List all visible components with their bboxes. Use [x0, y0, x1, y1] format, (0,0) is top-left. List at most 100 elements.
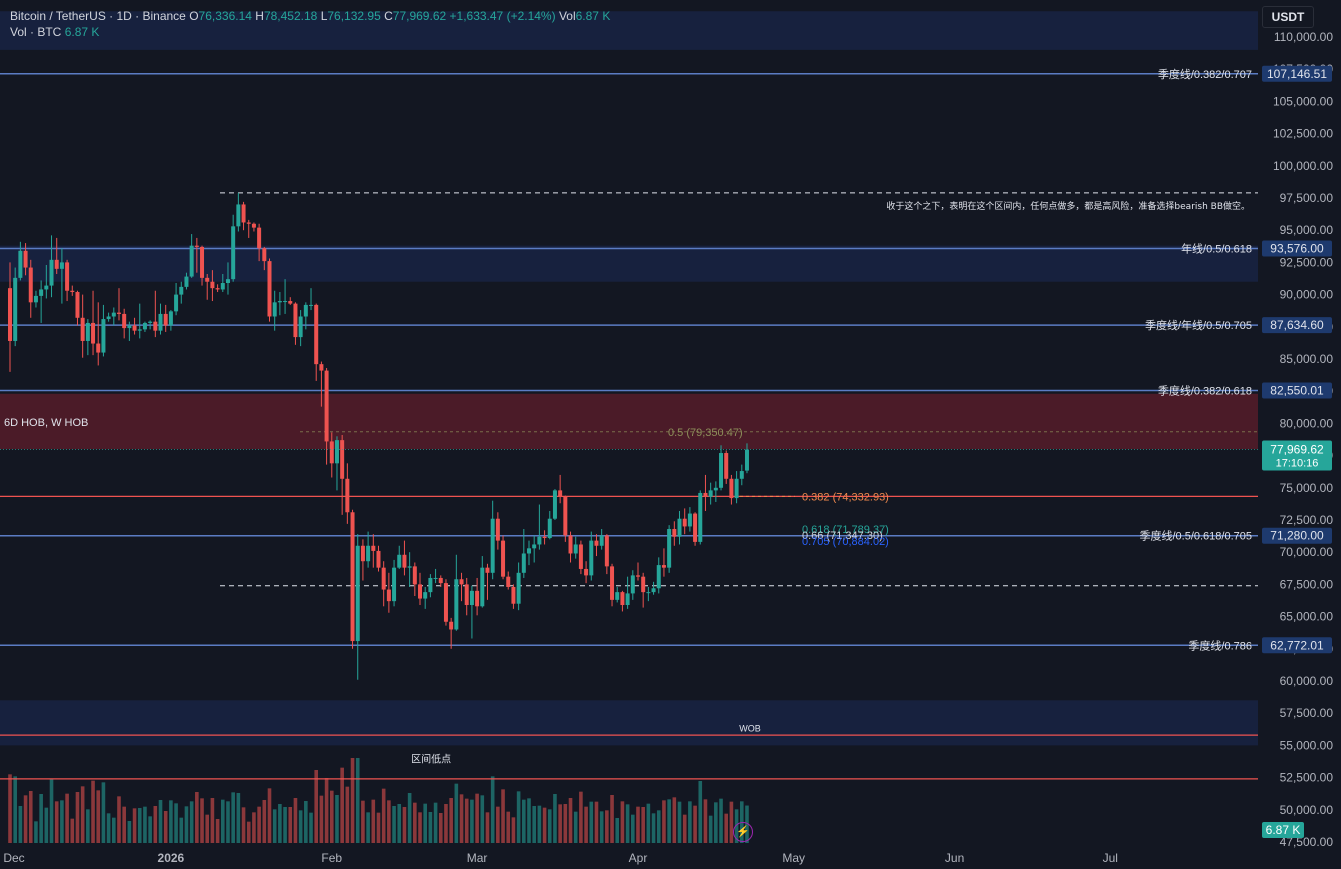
vol-value: 6.87 K: [575, 9, 611, 23]
candle-body: [594, 540, 599, 546]
volume-bar: [615, 818, 620, 843]
candle-body: [739, 471, 744, 479]
volume-bar: [693, 805, 697, 843]
volume-bar: [75, 792, 80, 843]
currency-button[interactable]: USDT: [1262, 6, 1314, 28]
volume-bar: [636, 806, 640, 843]
close-label: C: [384, 9, 393, 23]
symbol-title[interactable]: Bitcoin / TetherUS · 1D · Binance: [10, 9, 186, 23]
candle-body: [542, 536, 547, 539]
volume-bar: [101, 782, 106, 843]
y-tick-label: 52,500.00: [1280, 771, 1334, 785]
level-tag-bg: [1262, 240, 1332, 257]
candle-body: [423, 592, 428, 599]
candle-body: [65, 262, 70, 291]
level-tag-bg: [1262, 65, 1332, 82]
candle-body: [459, 579, 464, 585]
candle-body: [407, 566, 412, 568]
candle-body: [215, 288, 220, 290]
y-tick-label: 110,000.00: [1274, 30, 1333, 44]
candle-body: [8, 288, 12, 341]
candle-body: [163, 313, 168, 326]
volume-bar: [163, 811, 168, 843]
volume-bar: [387, 800, 391, 843]
candle-body: [693, 513, 698, 542]
volume-bar: [80, 786, 85, 843]
volume-bar: [714, 802, 718, 843]
y-tick-label: 75,000.00: [1280, 481, 1334, 495]
volume-bar: [672, 797, 677, 843]
candle-body: [345, 478, 350, 513]
volume-bar: [605, 810, 609, 843]
volume-bar: [106, 813, 111, 843]
y-tick-label: 67,500.00: [1280, 577, 1334, 591]
volume-bar: [340, 767, 344, 843]
candle-body: [495, 518, 500, 541]
candle-body: [205, 277, 210, 282]
lightning-icon[interactable]: ⚡: [733, 822, 753, 842]
candle-body: [521, 553, 526, 573]
volume-bar: [542, 807, 547, 843]
volume-bar: [91, 780, 95, 843]
volume-bar: [532, 806, 536, 843]
candle-body: [340, 440, 345, 479]
volume-bar: [703, 799, 708, 843]
volume-bar: [688, 801, 692, 843]
zone-label-0: 6D HOB, W HOB: [4, 417, 88, 429]
fib-label: 0.618 (71,789.37): [802, 524, 889, 536]
candle-body: [719, 453, 724, 488]
volume-bar: [195, 792, 199, 843]
candle-body: [573, 544, 578, 554]
candle-body: [80, 317, 85, 341]
volume-bar: [127, 821, 132, 843]
level-tag: 82,550.01: [1270, 384, 1324, 398]
volume-bar: [501, 789, 505, 843]
candle-body: [469, 590, 474, 606]
volume-tag-bg: [1262, 822, 1304, 838]
candle-body: [132, 325, 137, 331]
y-tick-label: 72,500.00: [1280, 513, 1334, 527]
candle-body: [127, 325, 132, 329]
volume-bar: [522, 799, 526, 843]
candle-body: [44, 285, 49, 290]
y-tick-label: 70,000.00: [1280, 545, 1334, 559]
volume-bar: [350, 758, 355, 843]
candle-body: [148, 321, 153, 323]
volume-series-name[interactable]: Vol · BTC: [10, 25, 62, 39]
volume-bar: [34, 821, 38, 843]
y-tick-label: 80,000.00: [1280, 416, 1334, 430]
candle-body: [506, 576, 511, 587]
volume-bar: [677, 801, 682, 843]
level-tag-bg: [1262, 382, 1332, 399]
low-label: L: [320, 9, 328, 23]
volume-bar: [148, 816, 152, 843]
volume-bar: [485, 812, 490, 843]
candle-body: [620, 592, 625, 606]
candle-body: [729, 478, 734, 499]
candle-body: [661, 565, 666, 568]
y-tick-label: 90,000.00: [1280, 288, 1334, 302]
candle-body: [713, 487, 718, 491]
fib-label: 0.705 (70,884.02): [802, 536, 889, 548]
candle-body: [137, 329, 142, 331]
level-tag: 87,634.60: [1270, 318, 1324, 332]
volume-bar: [454, 783, 459, 843]
candle-body: [397, 554, 402, 568]
volume-bar: [573, 811, 578, 843]
volume-bar: [23, 795, 28, 843]
x-tick-label: 2026: [158, 851, 185, 865]
high-label: H: [255, 9, 264, 23]
candle-body: [194, 245, 199, 247]
candle-body: [309, 304, 314, 306]
volume-bar: [18, 806, 23, 843]
candle-body: [412, 566, 417, 585]
x-tick-label: Feb: [321, 851, 342, 865]
candle-body: [584, 568, 589, 576]
candle-body: [744, 449, 749, 471]
fib-label: 0.382 (74,332.93): [802, 491, 889, 503]
volume-bar: [319, 795, 324, 843]
candle-body: [174, 294, 179, 312]
zone-3: [0, 700, 1258, 746]
candle-body: [13, 277, 18, 341]
